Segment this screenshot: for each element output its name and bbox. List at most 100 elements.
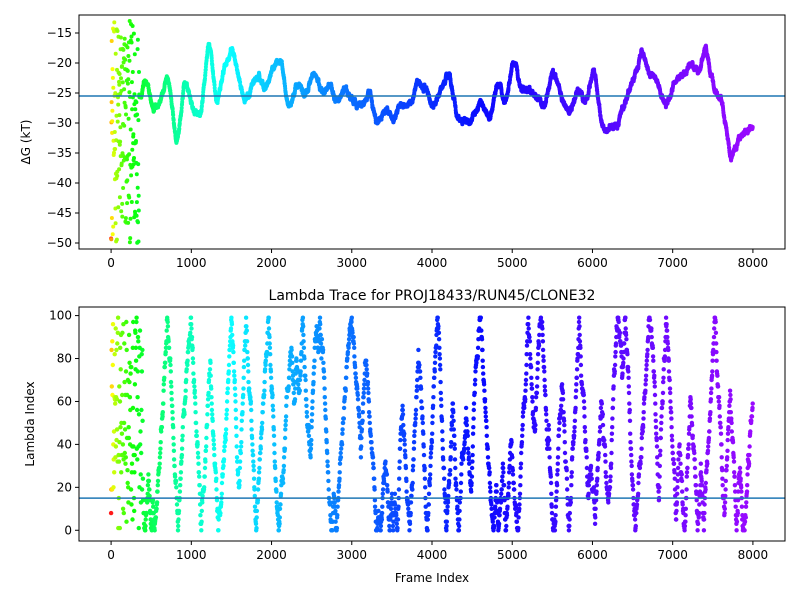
lambda-point	[169, 384, 174, 389]
lambda-point	[117, 384, 122, 389]
lambda-point	[297, 377, 303, 383]
dg-point	[126, 54, 131, 58]
dg-y-tick-label: −15	[47, 26, 72, 40]
lambda-point	[184, 367, 189, 372]
lambda-point	[179, 452, 185, 458]
lambda-point	[278, 502, 283, 507]
lambda-point	[157, 455, 163, 460]
lambda-point	[211, 446, 217, 451]
lambda-point	[204, 422, 210, 428]
dg-point	[146, 83, 151, 88]
dg-point	[238, 80, 243, 85]
lambda-point	[110, 339, 115, 344]
lambda-point	[172, 474, 178, 479]
dg-y-tick-label: −40	[47, 176, 72, 190]
lambda-point	[199, 508, 204, 514]
lambda-point	[126, 435, 132, 441]
lambda-point	[286, 384, 291, 389]
lambda-point	[303, 377, 308, 383]
lambda-point	[193, 401, 198, 406]
lambda-point	[122, 341, 127, 346]
lambda-point	[140, 476, 146, 481]
lambda-point	[202, 474, 207, 479]
lambda-point	[311, 379, 316, 385]
lambda-point	[231, 369, 237, 374]
lambda-point	[119, 431, 125, 436]
dg-x-tick-label: 4000	[417, 256, 448, 270]
lambda-point	[337, 476, 342, 481]
lambda-point	[282, 446, 288, 451]
dg-x-tick-label: 3000	[336, 256, 367, 270]
lambda-point	[155, 489, 160, 494]
lambda-point	[189, 334, 195, 340]
lambda-point	[139, 450, 144, 456]
lambda-point	[220, 472, 225, 477]
lambda-point	[171, 448, 177, 453]
dg-point	[180, 100, 185, 104]
lambda-point	[162, 364, 167, 370]
dg-point	[135, 112, 140, 117]
lambda-point	[248, 399, 254, 404]
dg-point	[111, 224, 116, 229]
lambda-point	[206, 390, 211, 396]
lambda-point	[248, 395, 253, 400]
dg-point	[110, 108, 115, 113]
lambda-point	[179, 459, 184, 464]
lambda-point	[134, 319, 139, 325]
lambda-point	[118, 367, 123, 372]
dg-point	[134, 172, 139, 177]
lambda-point	[139, 487, 145, 492]
lambda-point	[191, 377, 197, 383]
lambda-point	[251, 468, 256, 473]
lambda-point	[237, 465, 243, 471]
lambda-point	[210, 418, 215, 423]
lambda-point	[319, 356, 324, 361]
lambda-point	[336, 489, 341, 494]
lambda-point	[262, 367, 268, 372]
dg-point	[109, 216, 114, 220]
dg-point	[115, 29, 120, 33]
lambda-point	[223, 427, 229, 432]
dg-y-tick-label: −20	[47, 56, 72, 70]
lambda-point	[309, 412, 315, 417]
lambda-point	[176, 508, 182, 514]
lambda-point	[312, 358, 317, 363]
lambda-point	[277, 515, 282, 520]
lambda-point	[277, 521, 282, 526]
lambda-point	[112, 470, 117, 475]
lambda-point	[271, 427, 276, 432]
dg-point	[750, 125, 755, 129]
lambda-point	[154, 500, 160, 505]
lambda-point	[278, 491, 284, 496]
lambda-point	[170, 410, 175, 415]
lambda-point	[321, 369, 327, 374]
lambda-point	[281, 468, 286, 473]
lambda-point	[163, 360, 168, 365]
lambda-point	[269, 386, 275, 391]
lambda-point	[244, 328, 249, 333]
dg-point	[117, 167, 122, 172]
lambda-point	[179, 446, 185, 451]
lambda-point	[317, 315, 323, 320]
lambda-point	[258, 435, 264, 441]
lambda-point	[243, 343, 248, 348]
dg-point	[133, 107, 138, 112]
dg-y-tick-label: −45	[47, 206, 72, 220]
lambda-point	[304, 397, 309, 402]
lambda-point	[255, 487, 261, 492]
lambda-point	[121, 420, 127, 426]
lambda-point	[294, 358, 299, 363]
dg-point	[110, 75, 115, 80]
lambda-point	[118, 425, 123, 430]
lambda-point	[169, 397, 174, 402]
lambda-point	[250, 442, 255, 447]
lambda-point	[174, 485, 179, 490]
lambda-point	[296, 382, 301, 387]
lambda-point	[310, 405, 315, 411]
dg-point	[128, 216, 133, 221]
dg-point	[170, 106, 175, 111]
lambda-point	[177, 489, 183, 494]
dg-point	[130, 24, 135, 28]
lambda-point	[195, 442, 200, 447]
lambda-point	[291, 390, 296, 396]
